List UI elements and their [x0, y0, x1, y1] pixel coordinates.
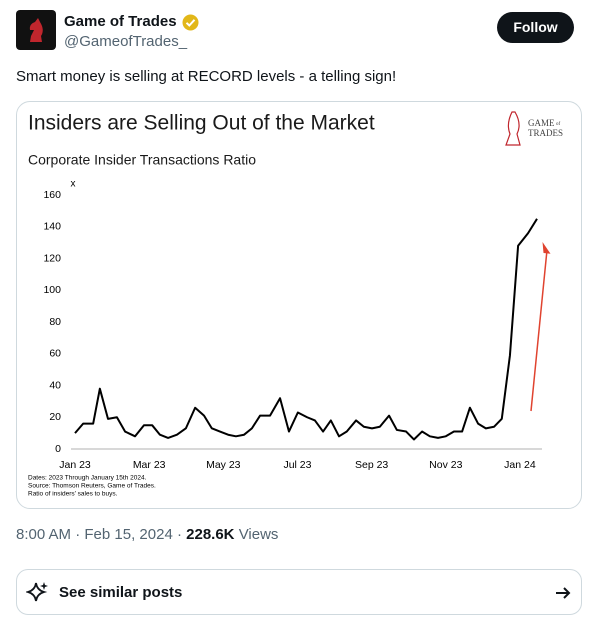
verified-badge: [182, 14, 199, 31]
y-tick-label: 60: [49, 348, 61, 360]
tweet-meta: 8:00 AM · Feb 15, 2024 · 228.6K Views: [16, 526, 278, 543]
y-tick-label: 140: [43, 221, 61, 233]
avatar[interactable]: [16, 10, 56, 50]
logo-text: of: [556, 122, 561, 127]
follow-button[interactable]: Follow: [497, 12, 574, 43]
similar-posts-button[interactable]: [16, 569, 582, 615]
x-tick-label: Jan 24: [504, 459, 536, 471]
logo-text: TRADES: [528, 128, 563, 138]
logo-text: GAME: [528, 118, 555, 128]
logo-icon: [505, 111, 521, 146]
chart-subtitle: Corporate Insider Transactions Ratio: [28, 152, 256, 168]
y-tick-label: 100: [43, 284, 61, 296]
views-label: Views: [238, 526, 279, 543]
tweet-text: Smart money is selling at RECORD levels …: [16, 68, 397, 85]
y-tick-label: 120: [43, 252, 61, 264]
arrow-icon: [556, 587, 571, 599]
chart-note: Ratio of insiders' sales to buys.: [28, 491, 118, 498]
y-tick-label: 40: [49, 379, 61, 391]
chart-note: Source: Thomson Reuters, Game of Trades.: [28, 483, 156, 490]
x-tick-label: Jul 23: [283, 459, 311, 471]
x-tick-label: May 23: [206, 459, 241, 471]
x-tick-label: Jan 23: [59, 459, 91, 471]
y-tick-label: 0: [55, 443, 61, 455]
separator: ·: [75, 526, 81, 543]
avatar-knight: [29, 18, 43, 42]
y-tick-label: 80: [49, 316, 61, 328]
chart: Insiders are Selling Out of the Market C…: [28, 111, 563, 498]
annotation-arrow: [530, 249, 548, 412]
y-tick-label: 20: [49, 411, 61, 423]
x-tick-label: Mar 23: [133, 459, 166, 471]
chart-title: Insiders are Selling Out of the Market: [28, 112, 375, 135]
y-unit-label: x: [71, 179, 76, 190]
author-handle[interactable]: @GameofTrades_: [64, 33, 188, 50]
media-card[interactable]: [16, 101, 582, 509]
time: 8:00 AM: [16, 526, 72, 543]
date[interactable]: Feb 15, 2024: [84, 526, 173, 543]
x-tick-label: Sep 23: [355, 459, 388, 471]
y-tick-label: 160: [43, 189, 61, 201]
sparkle-icon: [26, 582, 48, 602]
chart-note: Dates: 2023 Through January 15th 2024.: [28, 475, 147, 482]
annotation-arrowhead: [542, 242, 551, 254]
similar-posts-label[interactable]: See similar posts: [59, 584, 183, 601]
separator: ·: [176, 526, 182, 543]
author-name[interactable]: Game of Trades: [64, 13, 177, 30]
x-tick-label: Nov 23: [429, 459, 462, 471]
data-line: [74, 218, 538, 441]
views-count: 228.6K: [186, 526, 235, 543]
